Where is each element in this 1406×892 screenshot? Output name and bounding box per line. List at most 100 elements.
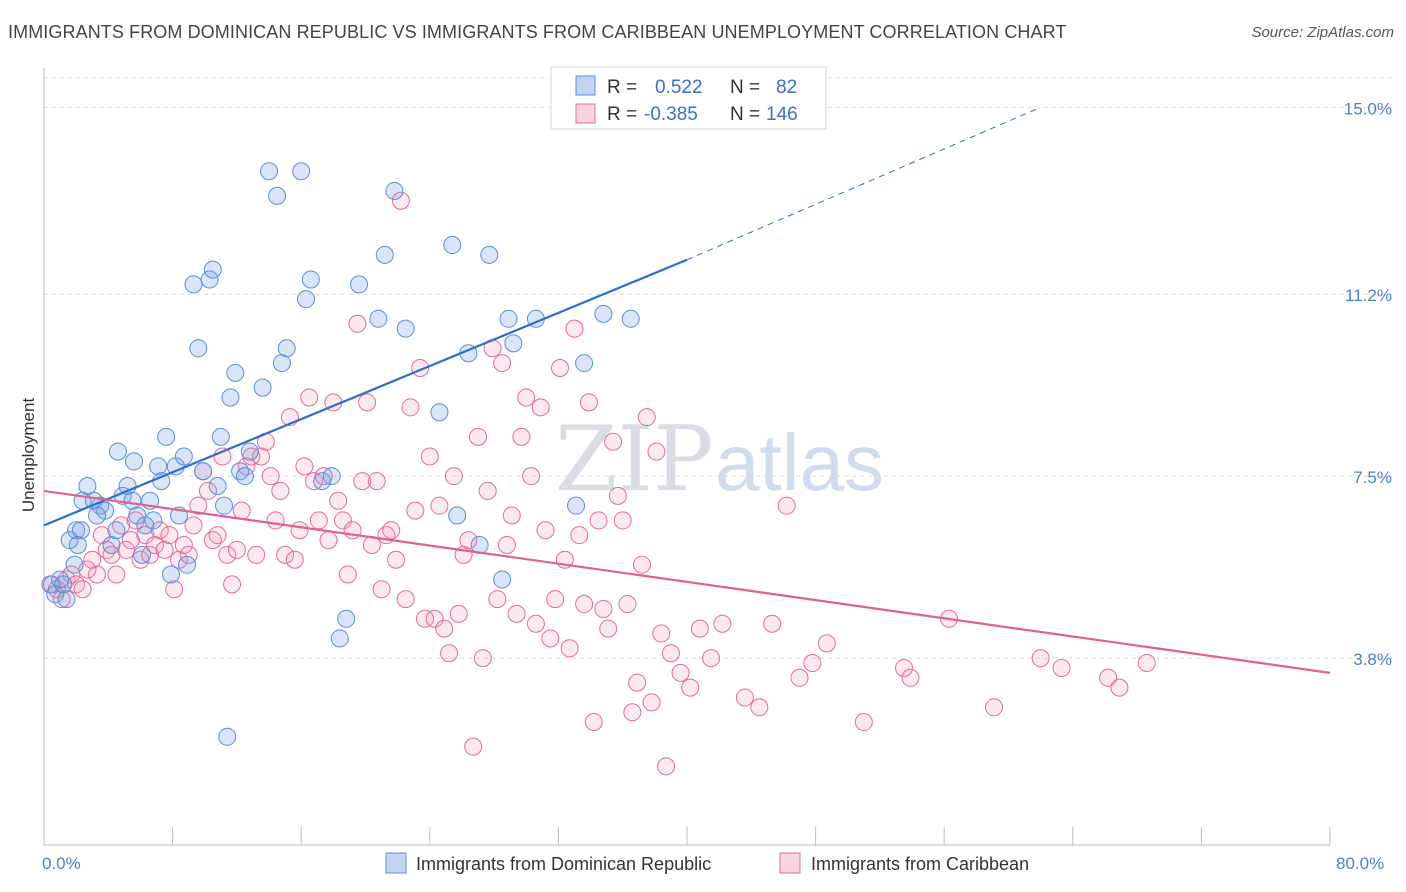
data-point-blue xyxy=(108,442,127,461)
data-point-pink xyxy=(608,486,627,505)
chart-title: IMMIGRANTS FROM DOMINICAN REPUBLIC VS IM… xyxy=(8,22,1067,42)
data-point-blue xyxy=(218,727,237,746)
data-point-blue xyxy=(71,521,90,540)
data-point-blue xyxy=(350,275,369,294)
data-point-pink xyxy=(425,609,444,628)
data-point-blue xyxy=(268,186,287,205)
data-point-pink xyxy=(415,609,434,628)
data-point-pink xyxy=(632,555,651,574)
data-point-blue xyxy=(575,354,594,373)
data-point-blue xyxy=(504,334,523,353)
data-point-blue xyxy=(443,236,462,255)
data-point-pink xyxy=(652,624,671,643)
data-point-blue xyxy=(203,260,222,279)
data-point-pink xyxy=(252,447,271,466)
data-point-pink xyxy=(681,678,700,697)
y-tick-label: 11.2% xyxy=(1345,286,1392,305)
data-point-pink xyxy=(300,388,319,407)
data-point-pink xyxy=(1031,649,1050,668)
data-point-pink xyxy=(333,511,352,530)
data-point-pink xyxy=(817,634,836,653)
data-point-pink xyxy=(642,693,661,712)
data-point-blue xyxy=(102,536,121,555)
data-point-blue xyxy=(567,496,586,515)
trend-line-dominican-extension xyxy=(686,106,1041,261)
data-point-pink xyxy=(517,388,536,407)
data-point-blue xyxy=(125,452,144,471)
legend-r-label-1: R = xyxy=(607,77,637,98)
data-point-blue xyxy=(231,462,250,481)
data-point-blue xyxy=(448,506,467,525)
data-point-blue xyxy=(41,575,60,594)
data-point-blue xyxy=(157,427,176,446)
chart-source: Source: ZipAtlas.com xyxy=(1251,24,1394,41)
watermark-zip: ZIP xyxy=(555,407,714,512)
data-point-pink xyxy=(541,629,560,648)
data-point-pink xyxy=(208,526,227,545)
data-point-pink xyxy=(637,408,656,427)
data-point-pink xyxy=(464,737,483,756)
data-point-pink xyxy=(735,688,754,707)
data-point-pink xyxy=(551,358,570,377)
data-point-pink xyxy=(604,432,623,451)
data-point-pink xyxy=(493,354,512,373)
data-point-pink xyxy=(136,526,155,545)
data-point-pink xyxy=(150,521,169,540)
data-point-pink xyxy=(198,481,217,500)
data-point-blue xyxy=(133,545,152,564)
data-point-blue xyxy=(54,575,73,594)
data-point-pink xyxy=(155,540,174,559)
data-point-pink xyxy=(623,703,642,722)
data-point-pink xyxy=(401,398,420,417)
legend-n-value-2: 146 xyxy=(766,104,798,125)
series-legend-label-blue: Immigrants from Dominican Republic xyxy=(416,854,711,874)
data-point-blue xyxy=(215,496,234,515)
data-point-pink xyxy=(112,516,131,535)
data-point-pink xyxy=(750,698,769,717)
data-point-pink xyxy=(165,580,184,599)
series-legend: Immigrants from Dominican Republic Immig… xyxy=(385,852,1029,874)
data-point-pink xyxy=(247,545,266,564)
data-point-blue xyxy=(235,467,254,486)
data-point-pink xyxy=(102,545,121,564)
data-point-blue xyxy=(337,609,356,628)
data-point-pink xyxy=(444,467,463,486)
data-point-pink xyxy=(396,590,415,609)
data-point-pink xyxy=(97,540,116,559)
data-point-blue xyxy=(301,270,320,289)
data-point-pink xyxy=(763,614,782,633)
legend-r-label-2: R = xyxy=(607,104,637,125)
data-point-blue xyxy=(67,521,86,540)
legend-swatch-pink xyxy=(575,103,596,124)
y-tick-label: 3.8% xyxy=(1353,650,1392,669)
data-point-pink xyxy=(1052,658,1071,677)
data-point-blue xyxy=(200,270,219,289)
data-point-blue xyxy=(226,363,245,382)
legend-n-value-1: 82 xyxy=(776,77,797,98)
data-point-blue xyxy=(272,354,291,373)
data-point-blue xyxy=(194,462,213,481)
data-point-pink xyxy=(309,511,328,530)
data-point-pink xyxy=(88,565,107,584)
data-point-pink xyxy=(121,531,140,550)
data-point-blue xyxy=(221,388,240,407)
data-point-pink xyxy=(459,531,478,550)
legend-swatch-blue xyxy=(575,75,596,96)
data-point-blue xyxy=(480,245,499,264)
data-point-blue xyxy=(621,309,640,328)
data-point-pink xyxy=(261,467,280,486)
data-point-pink xyxy=(367,472,386,491)
data-point-pink xyxy=(469,427,488,446)
data-point-pink xyxy=(531,398,550,417)
data-point-pink xyxy=(584,713,603,732)
y-tick-labels: 3.8% 7.5% 11.2% 15.0% xyxy=(1344,99,1392,669)
data-point-pink xyxy=(449,604,468,623)
data-point-pink xyxy=(488,590,507,609)
data-point-pink xyxy=(702,649,721,668)
legend-r-value-2: -0.385 xyxy=(644,104,698,125)
data-point-pink xyxy=(1110,678,1129,697)
data-point-pink xyxy=(353,472,372,491)
data-point-blue xyxy=(499,309,518,328)
data-point-blue xyxy=(211,427,230,446)
data-point-pink xyxy=(203,531,222,550)
